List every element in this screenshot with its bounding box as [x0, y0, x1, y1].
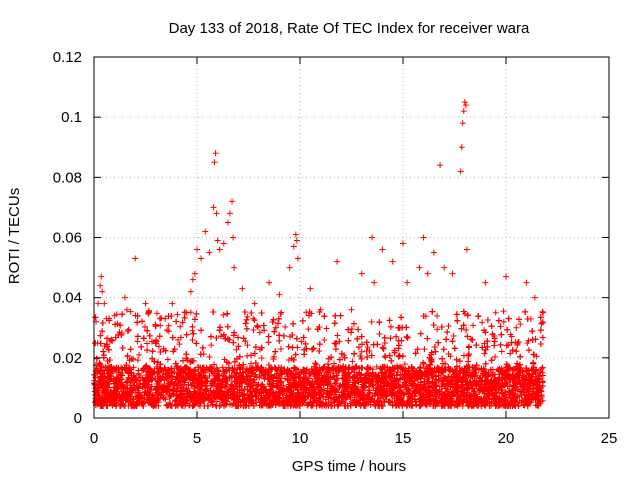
data-point: [373, 363, 380, 370]
data-point: [244, 313, 251, 320]
data-point: [282, 323, 289, 330]
data-point: [500, 308, 507, 315]
data-point: [313, 361, 320, 368]
data-point: [221, 384, 228, 391]
data-point: [498, 348, 505, 355]
data-point: [206, 372, 213, 379]
data-point: [401, 361, 408, 368]
data-point: [349, 358, 356, 365]
data-point: [434, 326, 441, 333]
data-point: [517, 321, 524, 328]
data-point: [421, 346, 428, 353]
data-point: [208, 342, 215, 349]
data-point: [155, 343, 162, 350]
data-point: [358, 348, 365, 355]
data-point: [233, 346, 240, 353]
data-point: [250, 315, 257, 322]
data-point: [244, 342, 251, 349]
data-point: [467, 336, 474, 343]
data-point: [278, 309, 285, 316]
data-point: [165, 322, 172, 329]
data-point: [258, 355, 265, 362]
data-point: [187, 309, 194, 316]
data-point: [136, 351, 143, 358]
data-point: [134, 357, 141, 364]
data-point: [153, 310, 160, 317]
data-point: [220, 312, 227, 319]
data-point: [298, 338, 305, 345]
data-point: [177, 323, 184, 330]
data-point: [127, 308, 134, 315]
data-point: [505, 341, 512, 348]
data-point: [500, 318, 507, 325]
data-point: [450, 333, 457, 340]
data-point: [507, 331, 514, 338]
data-point: [219, 364, 226, 371]
data-point: [419, 359, 426, 366]
data-point: [323, 325, 330, 332]
data-point: [277, 310, 284, 317]
data-point: [321, 336, 328, 343]
data-point: [176, 341, 183, 348]
data-point: [382, 354, 389, 361]
data-point: [492, 353, 499, 360]
data-point: [333, 379, 340, 386]
data-point: [524, 339, 531, 346]
data-point: [368, 318, 375, 325]
data-point: [247, 360, 254, 367]
data-point: [479, 319, 486, 326]
data-point: [434, 312, 441, 319]
data-point: [470, 322, 477, 329]
data-point: [256, 329, 263, 336]
data-point: [157, 322, 164, 329]
data-point: [305, 326, 312, 333]
data-point: [164, 356, 171, 363]
data-points: [91, 99, 547, 409]
data-point: [206, 353, 213, 360]
